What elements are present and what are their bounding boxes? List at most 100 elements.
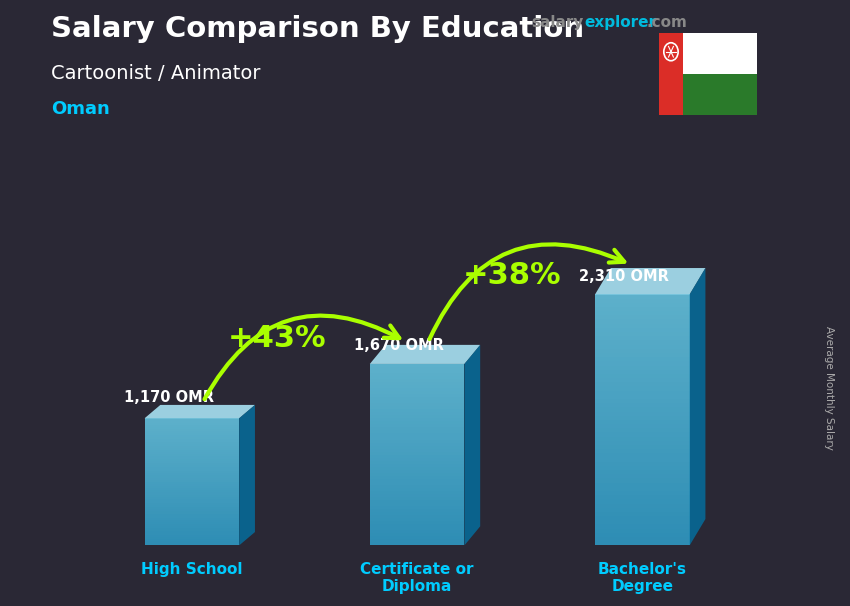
Bar [595,324,689,328]
Bar [595,508,689,512]
Bar [144,446,239,448]
Bar [370,470,464,473]
Bar [144,522,239,524]
Bar [595,365,689,370]
Bar [595,303,689,307]
Bar [370,373,464,376]
Bar [595,521,689,524]
Bar [683,74,756,115]
Text: salary: salary [531,15,584,30]
Bar [595,382,689,387]
Bar [595,319,689,324]
Bar [595,433,689,437]
Bar [370,412,464,415]
Bar [595,378,689,382]
Bar [144,488,239,490]
Polygon shape [689,268,706,545]
Bar [595,361,689,365]
Bar [370,397,464,400]
Bar [595,332,689,336]
Bar [370,509,464,512]
Text: 1,670 OMR: 1,670 OMR [354,338,444,353]
Bar [370,521,464,524]
Bar [144,471,239,473]
Bar [370,415,464,418]
Bar [144,511,239,514]
Bar [595,445,689,449]
Bar [144,490,239,493]
Bar [144,427,239,429]
Bar [144,537,239,539]
Bar [144,454,239,456]
Bar [144,456,239,459]
Bar [595,479,689,482]
Bar [144,482,239,484]
Bar [144,480,239,482]
Bar [370,542,464,545]
Bar [370,512,464,515]
Bar [595,424,689,428]
Bar [370,418,464,421]
Bar [144,478,239,480]
Bar [370,424,464,427]
Bar [370,539,464,542]
Bar [370,391,464,394]
Bar [144,461,239,463]
Bar [370,433,464,436]
Bar [370,382,464,385]
Text: Salary Comparison By Education: Salary Comparison By Education [51,15,584,43]
Bar [595,482,689,487]
Bar [595,428,689,433]
Bar [370,482,464,485]
Bar [144,450,239,452]
Text: .com: .com [646,15,687,30]
Bar [595,395,689,399]
Bar [595,336,689,341]
Bar [370,421,464,424]
Bar [595,403,689,407]
Bar [144,448,239,450]
Text: Oman: Oman [51,100,110,118]
Bar [370,439,464,442]
Bar [595,449,689,453]
Bar [370,533,464,536]
Bar [144,524,239,527]
Bar [595,512,689,516]
Bar [144,503,239,505]
Bar [370,364,464,367]
Bar [595,470,689,474]
Bar [370,464,464,467]
Bar [370,497,464,500]
Bar [370,385,464,388]
Bar [595,328,689,332]
Bar [370,394,464,397]
Bar [144,473,239,476]
Bar [144,528,239,531]
Bar [144,494,239,497]
Bar [595,315,689,319]
Bar [370,467,464,470]
Polygon shape [595,268,706,295]
Bar [144,429,239,431]
Bar [144,433,239,435]
Bar [144,531,239,533]
Bar [370,506,464,509]
Bar [683,33,756,74]
Bar [144,431,239,433]
Bar [595,504,689,508]
Bar [144,544,239,545]
Text: explorer: explorer [584,15,656,30]
Bar [370,400,464,403]
Bar [595,420,689,424]
Bar [144,535,239,537]
Bar [370,451,464,454]
Bar [659,33,683,115]
Bar [370,376,464,379]
Bar [144,459,239,461]
Bar [144,435,239,438]
Bar [370,479,464,482]
Bar [144,533,239,535]
Bar [370,454,464,458]
Bar [144,467,239,469]
Bar [144,442,239,444]
